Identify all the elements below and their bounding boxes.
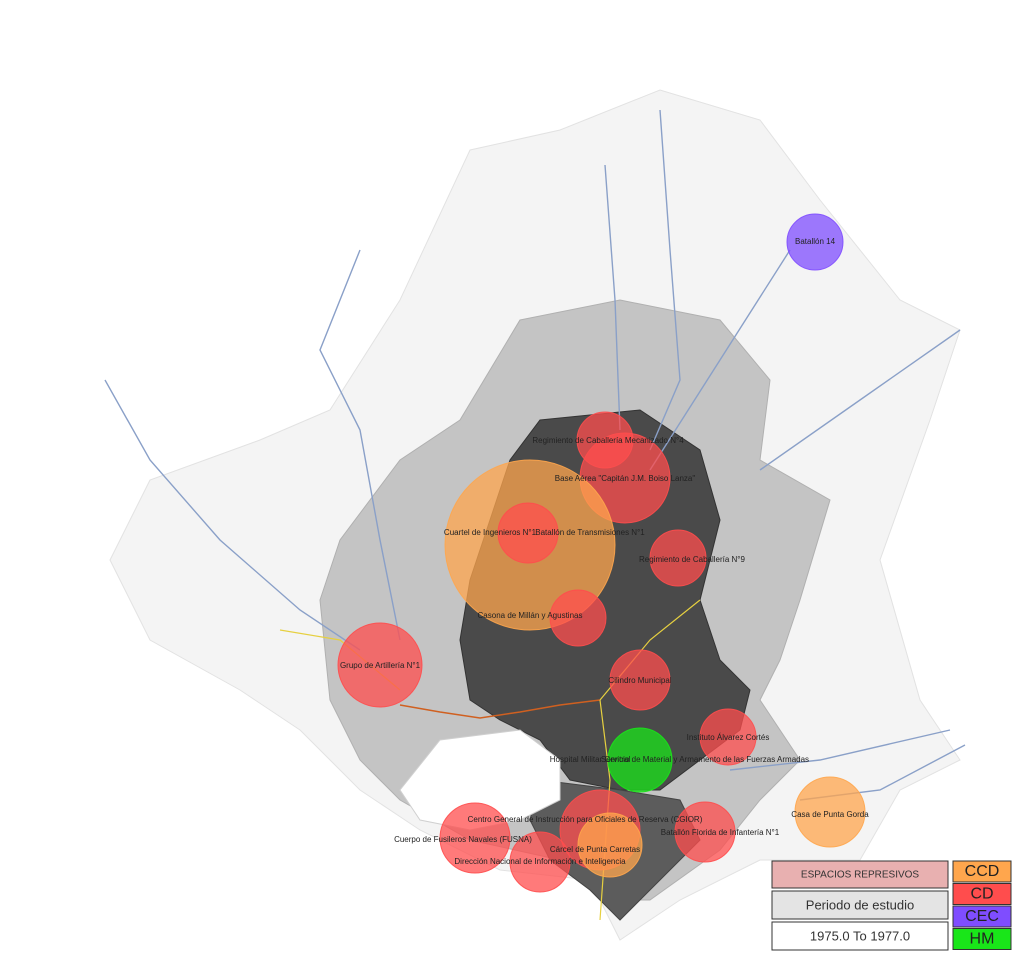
site-marker (699, 708, 757, 766)
site-marker (786, 213, 844, 271)
coast-road (399, 699, 601, 719)
site-label: Casona de Millán y Agustinas (478, 611, 583, 620)
legend-title: ESPACIOS REPRESIVOS (801, 870, 920, 881)
site-label: Cuerpo de Fusileros Navales (FUSNA) (394, 835, 532, 844)
site-label: Batallón de Transmisiones N°1 (535, 528, 645, 537)
site-marker (674, 801, 736, 863)
road (104, 379, 361, 651)
legend-code: CCD (965, 863, 1000, 880)
site-label: Batallón 14 (795, 237, 836, 246)
site-label: Casa de Punta Gorda (791, 810, 869, 819)
bay (399, 729, 561, 831)
site-marker (609, 649, 671, 711)
road (604, 164, 621, 431)
legend-swatch (952, 905, 1012, 928)
sites: Batallón 14 Regimiento de Caballería Meca… (337, 213, 869, 893)
site-label: Dirección Nacional de Información e Inte… (454, 857, 626, 866)
period-label: Periodo de estudio (806, 897, 914, 912)
period-label-box (771, 890, 949, 920)
site-marker (337, 622, 423, 708)
site-marker (794, 776, 866, 848)
legend-swatch (952, 860, 1012, 883)
site-marker (439, 802, 511, 874)
period-value: 1975.0 To 1977.0 (810, 928, 910, 943)
site-label: Regimiento de Caballería Mecanizado N°4 (532, 436, 684, 445)
site-label: Cárcel de Punta Carretas (550, 845, 640, 854)
site-label: Batallón Florida de Infantería N°1 (661, 828, 780, 837)
site-label: Base Aérea "Capitán J.M. Boiso Lanza" (555, 474, 696, 483)
site-label: Instituto Álvarez Cortés (687, 733, 770, 742)
legend-title-box (771, 860, 949, 889)
site-label: Grupo de Artillería N°1 (340, 661, 421, 670)
site-marker (509, 831, 571, 893)
site-marker (549, 589, 607, 647)
site-label: Hospital Militar Central (550, 755, 631, 764)
site-label: Regimiento de Caballería N°9 (639, 555, 745, 564)
legend-code: HM (970, 931, 995, 948)
site-label: Centro General de Instrucción para Ofici… (468, 815, 703, 824)
site-marker (497, 502, 559, 564)
road (759, 329, 961, 471)
legend: ESPACIOS REPRESIVOS Periodo de estudio 1… (771, 860, 1012, 951)
site-label: Cuartel de Ingenieros N°1 (444, 528, 537, 537)
road (729, 729, 951, 771)
period-value-box (771, 921, 949, 951)
site-marker (577, 812, 643, 878)
legend-code: CEC (965, 908, 999, 925)
site-label: Servicio de Material y Armamento de las … (601, 755, 809, 764)
legend-swatch (952, 928, 1012, 950)
legend-swatch (952, 883, 1012, 905)
road (319, 249, 401, 641)
site-marker (607, 727, 673, 793)
road (649, 109, 681, 451)
site-marker (649, 529, 707, 587)
road (649, 249, 791, 471)
legend-code: CD (970, 886, 993, 903)
site-label: Cilindro Municipal (608, 676, 671, 685)
